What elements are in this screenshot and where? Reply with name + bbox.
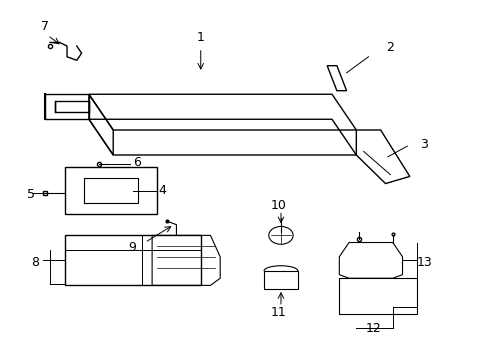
Text: 3: 3 bbox=[420, 138, 427, 151]
Text: 2: 2 bbox=[386, 41, 393, 54]
Text: 10: 10 bbox=[270, 198, 286, 212]
Text: 5: 5 bbox=[26, 188, 35, 201]
Text: 1: 1 bbox=[196, 31, 204, 44]
Text: 7: 7 bbox=[41, 20, 49, 33]
Text: 8: 8 bbox=[31, 256, 40, 269]
Text: 13: 13 bbox=[416, 256, 431, 269]
Text: 12: 12 bbox=[365, 322, 381, 335]
Text: 11: 11 bbox=[270, 306, 286, 319]
Text: 9: 9 bbox=[128, 241, 136, 255]
Text: 6: 6 bbox=[133, 156, 141, 168]
Text: 4: 4 bbox=[158, 184, 165, 197]
